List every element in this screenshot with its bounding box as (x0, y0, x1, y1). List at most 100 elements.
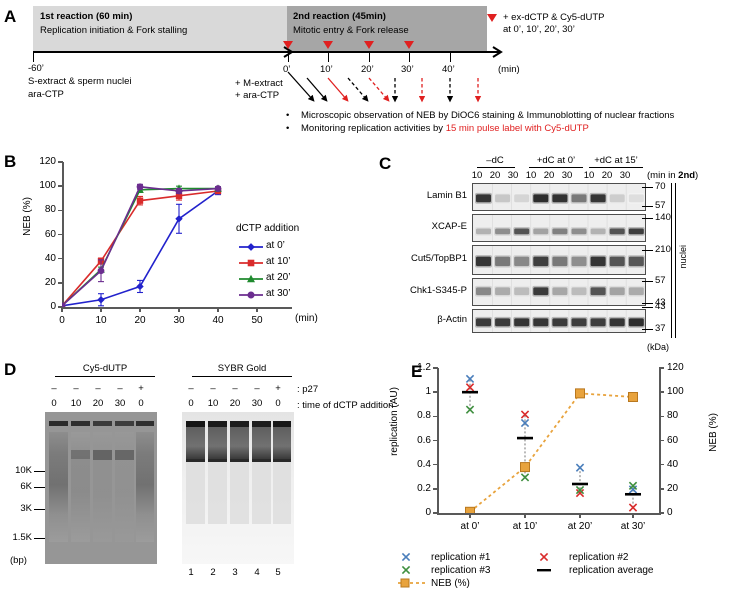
e-x-tick-0 (469, 513, 471, 518)
e-y-tick-right (659, 512, 664, 514)
e-y-tick-label-right: 120 (667, 362, 684, 373)
d-ladder-tick-3 (34, 538, 45, 540)
dctp-triangle-10 (323, 41, 333, 49)
d-time-0-2: 20 (92, 398, 104, 409)
d-ladder-label-0: 10K (15, 465, 32, 476)
c-group-rule-2 (589, 167, 643, 169)
triangle-marker-icon (487, 14, 497, 22)
c-row-label-3: Chk1-S345-P (409, 285, 467, 296)
c-mw-tick (642, 307, 653, 309)
e-y-tick-right (659, 488, 664, 490)
bullet-text-2-red: 15 min pulse label with Cy5-dUTP (445, 123, 589, 134)
d-ladder-tick-1 (34, 487, 45, 489)
timeline-axis (33, 51, 495, 53)
e-y-tick-label-right: 40 (667, 458, 679, 470)
dctp-triangle-20 (364, 41, 374, 49)
c-mw-label: 70 (655, 181, 666, 192)
c-mw-label: 37 (655, 323, 666, 334)
c-row-label-4: β-Actin (437, 314, 467, 325)
e-y-axis-label-right: NEB (%) (708, 413, 719, 452)
e-y-tick-label-left: 1.2 (417, 362, 431, 373)
d-p27-1-1: – (210, 383, 216, 394)
dctp-triangle-30 (404, 41, 414, 49)
bullet-dot-1: • (286, 110, 290, 121)
b-x-tick-label: 10 (95, 315, 107, 326)
label-ara-ctp: ara-CTP (28, 89, 64, 100)
panel-b: B NEB (%) 0 20 40 60 80 100 120 0 10 20 30 40 50 (m… (0, 150, 375, 355)
d-ladder-label-1: 6K (20, 481, 32, 492)
band-first-reaction (33, 6, 287, 52)
b-y-tick (58, 161, 63, 163)
e-legend-label-2: replication #3 (431, 565, 491, 576)
bullet-text-1: Microscopic observation of NEB by DiOC6 … (301, 110, 675, 121)
e-x-tick-label-0: at 0’ (460, 521, 480, 532)
legend-line-1: + ex-dCTP & Cy5-dUTP (503, 12, 605, 23)
c-blot-1 (472, 214, 646, 242)
b-y-tick-label: 20 (44, 276, 56, 288)
c-lane-time-3: 10 (525, 170, 537, 181)
c-lane-time-7: 20 (601, 170, 613, 181)
c-mw-label: 57 (655, 275, 666, 286)
b-legend-label: at 10’ (266, 256, 291, 267)
e-y-tick-label-left: 0.6 (417, 434, 431, 446)
panel-c-letter: C (379, 154, 392, 173)
d-unit: (bp) (10, 555, 27, 566)
c-mw-tick (642, 303, 653, 305)
label-m-extract: + M-extract (235, 78, 283, 89)
c-lane-header-suffix: (min in 2nd) (647, 170, 698, 182)
b-y-tick-label: 80 (44, 204, 56, 216)
d-p27-0-1: – (73, 383, 79, 394)
b-legend-marker-circle (239, 291, 263, 299)
b-legend-label: at 30’ (266, 288, 291, 299)
label-minus60: -60’ (28, 63, 44, 74)
ticklabel-20: 20’ (361, 64, 374, 75)
d-time-0-3: 30 (114, 398, 126, 409)
b-y-tick (58, 209, 63, 212)
e-legend-marker-square-dotted (398, 578, 426, 588)
b-y-tick (58, 233, 63, 236)
c-side-label: nuclei (678, 245, 688, 269)
e-y-tick-right (659, 463, 664, 466)
b-y-tick-label: 100 (39, 180, 56, 192)
d-gel-sybr (182, 412, 294, 564)
tick-40 (450, 51, 452, 62)
d-time-1-3: 30 (251, 398, 263, 409)
c-mw-tick (642, 206, 653, 208)
b-legend-marker-diamond (239, 243, 263, 251)
d-gel-title-0: Cy5-dUTP (82, 363, 128, 374)
e-y-tick-label-right: 100 (667, 386, 684, 398)
tick-10 (328, 51, 330, 62)
d-row-label-time: : time of dCTP addition (297, 400, 394, 411)
c-suffix-bold: 2nd (678, 170, 696, 181)
e-x-tick-label-3: at 30’ (620, 521, 646, 532)
b-y-tick-label: 60 (44, 228, 56, 240)
b-legend-title: dCTP addition (236, 223, 300, 234)
d-p27-0-2: – (95, 383, 101, 394)
band-second-reaction (287, 6, 487, 52)
c-lane-time-6: 10 (583, 170, 595, 181)
e-legend-label-0: replication #1 (431, 552, 491, 563)
d-ladder-label-2: 3K (20, 503, 32, 514)
d-ladder-tick-2 (34, 509, 45, 511)
d-gel-title-1: SYBR Gold (217, 363, 267, 374)
c-mw-label: 210 (655, 244, 671, 255)
panel-a-letter: A (4, 7, 17, 26)
e-x-tick-label-2: at 20’ (567, 521, 593, 532)
b-x-tick-label: 40 (212, 315, 224, 326)
d-p27-1-0: – (188, 383, 194, 394)
d-p27-1-4: + (275, 383, 281, 394)
c-unit: (kDa) (647, 342, 669, 352)
b-y-tick-label: 0 (50, 301, 56, 312)
ticklabel-40: 40’ (442, 64, 455, 75)
tick-20 (369, 51, 371, 62)
c-bracket-right (675, 183, 677, 338)
d-lane-number-4: 4 (254, 567, 260, 578)
b-y-tick (58, 185, 63, 187)
d-time-1-2: 20 (229, 398, 241, 409)
e-y-tick-right (659, 391, 664, 393)
ticklabel-0: 0’ (283, 64, 291, 75)
d-gel-rule-0 (55, 376, 155, 378)
b-legend-marker-square (239, 259, 263, 267)
b-legend-label: at 0’ (266, 240, 285, 251)
b-x-tick (100, 307, 102, 312)
